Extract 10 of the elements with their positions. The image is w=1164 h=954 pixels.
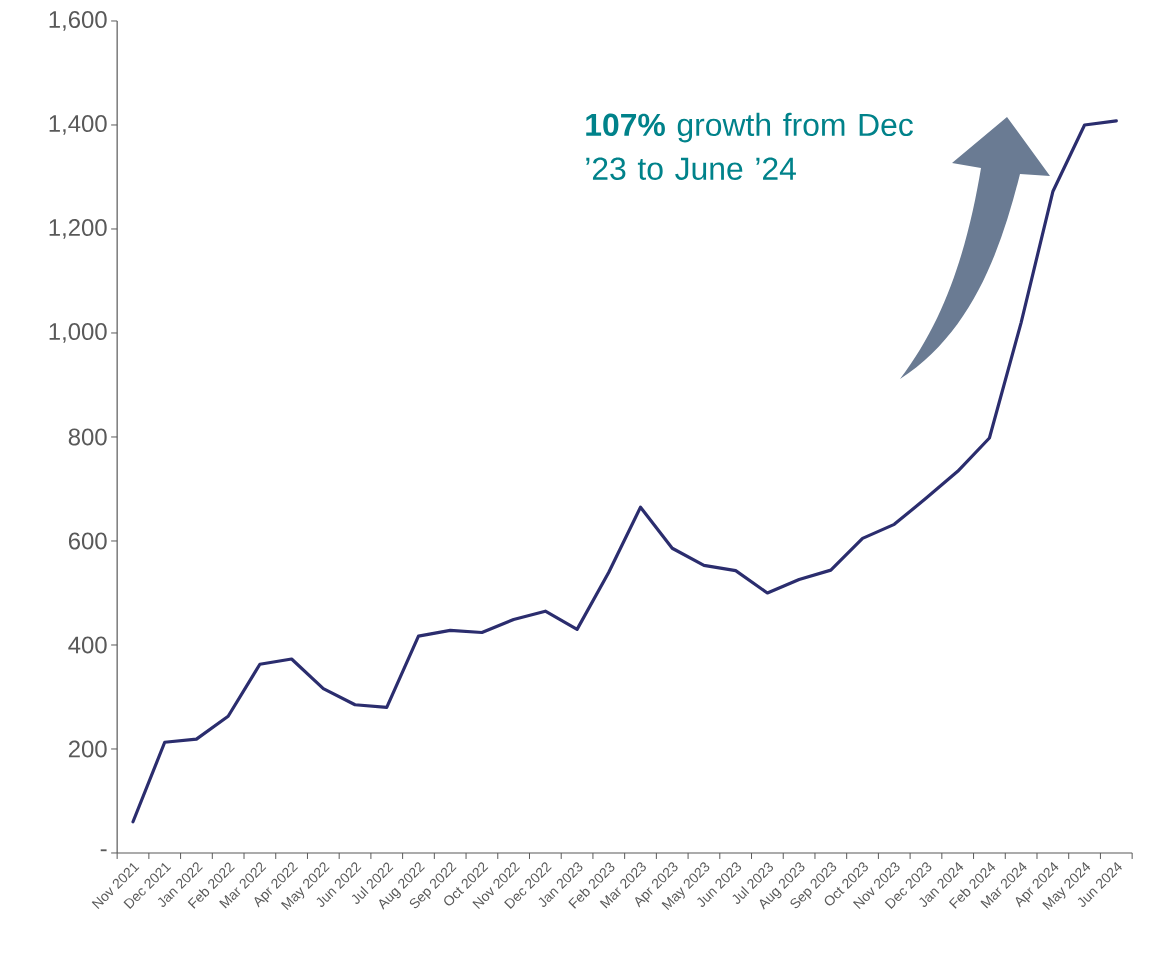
annotation: 107% growth from Dec ’23 to June ’24 bbox=[586, 112, 913, 180]
y-tick-label: 400 bbox=[68, 636, 107, 654]
y-tick-label: 800 bbox=[68, 428, 107, 446]
y-tick-label: 600 bbox=[68, 532, 107, 550]
y-tick-label: 1,400 bbox=[49, 115, 107, 135]
y-tick-label: 1,000 bbox=[49, 323, 107, 343]
y-tick-label: 1,600 bbox=[49, 11, 107, 31]
y-tick-label: 1,200 bbox=[49, 219, 107, 239]
y-tick-label: - bbox=[100, 849, 107, 852]
y-tick-label: 200 bbox=[68, 740, 107, 758]
